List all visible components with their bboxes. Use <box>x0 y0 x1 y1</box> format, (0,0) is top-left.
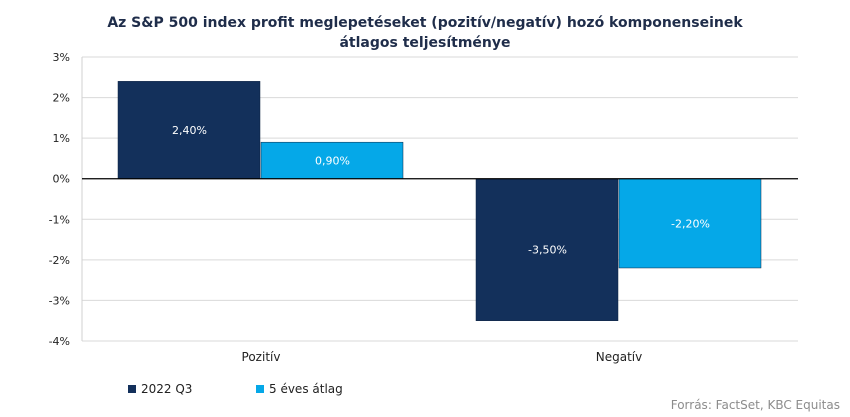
y-tick-label: -4% <box>49 335 70 348</box>
bars: 2,40% 0,90% -3,50% -2,20% <box>117 81 762 321</box>
x-category-label: Negatív <box>596 350 642 364</box>
source-note: Forrás: FactSet, KBC Equitas <box>671 398 840 412</box>
y-axis: 3% 2% 1% 0% -1% -2% -3% -4% <box>49 51 70 348</box>
y-tick-label: -3% <box>49 294 70 307</box>
y-tick-label: -2% <box>49 254 70 267</box>
x-category-label: Pozitív <box>242 350 281 364</box>
y-tick-label: 0% <box>53 173 70 186</box>
chart-title-line-1: Az S&P 500 index profit meglepetéseket (… <box>107 15 743 31</box>
chart-title-line-2: átlagos teljesítménye <box>339 35 510 51</box>
bar-negat-v-series-1 <box>618 178 762 269</box>
bar-pozit-v-series-1 <box>260 141 404 179</box>
legend-label: 5 éves átlag <box>269 382 343 396</box>
legend-swatch <box>256 385 264 393</box>
legend-swatch <box>128 385 136 393</box>
legend: 2022 Q3 5 éves átlag <box>128 382 343 396</box>
data-label: 2,40% <box>172 124 207 137</box>
data-label: -2,20% <box>671 217 710 230</box>
y-tick-label: 2% <box>53 92 70 105</box>
data-label: -3,50% <box>528 244 567 257</box>
data-label: 0,90% <box>315 154 350 167</box>
x-axis: Pozitív Negatív <box>242 350 643 364</box>
bar-pozit-v-series-0 <box>117 81 261 179</box>
bar-negat-v-series-0 <box>475 178 619 321</box>
legend-label: 2022 Q3 <box>141 382 192 396</box>
y-tick-label: -1% <box>49 213 70 226</box>
y-tick-label: 1% <box>53 132 70 145</box>
y-tick-label: 3% <box>53 51 70 64</box>
